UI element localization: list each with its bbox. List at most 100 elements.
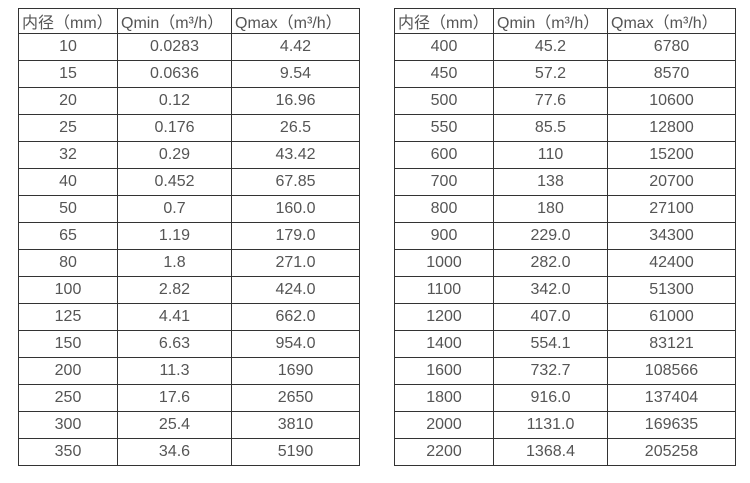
cell-diameter: 1200 xyxy=(394,303,494,331)
cell-qmax: 61000 xyxy=(607,303,736,331)
cell-diameter: 600 xyxy=(394,141,494,169)
cell-qmin: 11.3 xyxy=(117,357,232,385)
cell-qmax: 42400 xyxy=(607,249,736,277)
cell-qmin: 0.7 xyxy=(117,195,232,223)
cell-qmin: 138 xyxy=(493,168,608,196)
table-row: 40 0.452 67.85 xyxy=(18,168,360,196)
cell-qmax: 9.54 xyxy=(231,60,360,88)
cell-qmin: 0.12 xyxy=(117,87,232,115)
cell-diameter: 100 xyxy=(18,276,118,304)
flow-tables-container: 内径（mm） Qmin（m³/h） Qmax（m³/h） 10 0.0283 4.4… xyxy=(18,8,736,466)
cell-qmax: 6780 xyxy=(607,33,736,61)
table-row: 500 77.6 10600 xyxy=(394,87,736,115)
cell-qmax: 12800 xyxy=(607,114,736,142)
table-row: 50 0.7 160.0 xyxy=(18,195,360,223)
table-row: 300 25.4 3810 xyxy=(18,411,360,439)
cell-diameter: 25 xyxy=(18,114,118,142)
cell-qmax: 424.0 xyxy=(231,276,360,304)
cell-qmin: 916.0 xyxy=(493,384,608,412)
flow-table-small-diameters: 内径（mm） Qmin（m³/h） Qmax（m³/h） 10 0.0283 4.4… xyxy=(18,8,360,466)
cell-qmin: 554.1 xyxy=(493,330,608,358)
header-diameter: 内径（mm） xyxy=(394,8,494,34)
table-row: 1100 342.0 51300 xyxy=(394,276,736,304)
cell-diameter: 1100 xyxy=(394,276,494,304)
header-qmax: Qmax（m³/h） xyxy=(231,8,360,34)
table-row: 10 0.0283 4.42 xyxy=(18,33,360,61)
table-body: 400 45.2 6780 450 57.2 8570 500 77.6 10600 550 85.… xyxy=(394,33,736,466)
cell-diameter: 150 xyxy=(18,330,118,358)
tables-gap xyxy=(360,8,394,466)
header-qmin: Qmin（m³/h） xyxy=(117,8,232,34)
cell-qmin: 57.2 xyxy=(493,60,608,88)
cell-qmin: 282.0 xyxy=(493,249,608,277)
cell-qmin: 407.0 xyxy=(493,303,608,331)
cell-qmax: 1690 xyxy=(231,357,360,385)
cell-qmax: 5190 xyxy=(231,438,360,466)
cell-qmax: 169635 xyxy=(607,411,736,439)
table-row: 15 0.0636 9.54 xyxy=(18,60,360,88)
table-row: 150 6.63 954.0 xyxy=(18,330,360,358)
cell-diameter: 700 xyxy=(394,168,494,196)
cell-qmax: 662.0 xyxy=(231,303,360,331)
cell-diameter: 1800 xyxy=(394,384,494,412)
cell-qmin: 2.82 xyxy=(117,276,232,304)
table-row: 1600 732.7 108566 xyxy=(394,357,736,385)
cell-qmin: 34.6 xyxy=(117,438,232,466)
cell-qmin: 229.0 xyxy=(493,222,608,250)
cell-qmax: 34300 xyxy=(607,222,736,250)
cell-qmax: 20700 xyxy=(607,168,736,196)
cell-qmin: 0.0636 xyxy=(117,60,232,88)
cell-diameter: 50 xyxy=(18,195,118,223)
cell-qmin: 4.41 xyxy=(117,303,232,331)
cell-diameter: 40 xyxy=(18,168,118,196)
cell-diameter: 80 xyxy=(18,249,118,277)
cell-qmin: 1131.0 xyxy=(493,411,608,439)
cell-qmin: 0.0283 xyxy=(117,33,232,61)
cell-qmin: 77.6 xyxy=(493,87,608,115)
cell-qmax: 137404 xyxy=(607,384,736,412)
cell-qmin: 1.19 xyxy=(117,222,232,250)
cell-diameter: 10 xyxy=(18,33,118,61)
cell-diameter: 450 xyxy=(394,60,494,88)
cell-qmax: 108566 xyxy=(607,357,736,385)
cell-qmin: 180 xyxy=(493,195,608,223)
cell-qmax: 43.42 xyxy=(231,141,360,169)
cell-qmin: 45.2 xyxy=(493,33,608,61)
cell-qmax: 205258 xyxy=(607,438,736,466)
header-qmax: Qmax（m³/h） xyxy=(607,8,736,34)
table-row: 1400 554.1 83121 xyxy=(394,330,736,358)
table-row: 900 229.0 34300 xyxy=(394,222,736,250)
cell-qmax: 179.0 xyxy=(231,222,360,250)
cell-qmin: 17.6 xyxy=(117,384,232,412)
cell-diameter: 1400 xyxy=(394,330,494,358)
cell-diameter: 15 xyxy=(18,60,118,88)
table-row: 550 85.5 12800 xyxy=(394,114,736,142)
table-row: 32 0.29 43.42 xyxy=(18,141,360,169)
cell-diameter: 125 xyxy=(18,303,118,331)
table-body: 10 0.0283 4.42 15 0.0636 9.54 20 0.12 16.96 25 0.1… xyxy=(18,33,360,466)
cell-qmax: 67.85 xyxy=(231,168,360,196)
cell-diameter: 900 xyxy=(394,222,494,250)
cell-diameter: 32 xyxy=(18,141,118,169)
table-row: 125 4.41 662.0 xyxy=(18,303,360,331)
table-row: 80 1.8 271.0 xyxy=(18,249,360,277)
cell-qmax: 10600 xyxy=(607,87,736,115)
cell-qmin: 1.8 xyxy=(117,249,232,277)
header-diameter: 内径（mm） xyxy=(18,8,118,34)
flow-table-large-diameters: 内径（mm） Qmin（m³/h） Qmax（m³/h） 400 45.2 6780… xyxy=(394,8,736,466)
table-row: 250 17.6 2650 xyxy=(18,384,360,412)
table-row: 65 1.19 179.0 xyxy=(18,222,360,250)
table-row: 25 0.176 26.5 xyxy=(18,114,360,142)
table-row: 700 138 20700 xyxy=(394,168,736,196)
table-row: 20 0.12 16.96 xyxy=(18,87,360,115)
cell-diameter: 350 xyxy=(18,438,118,466)
cell-qmin: 85.5 xyxy=(493,114,608,142)
cell-diameter: 2000 xyxy=(394,411,494,439)
cell-qmax: 15200 xyxy=(607,141,736,169)
cell-qmin: 0.29 xyxy=(117,141,232,169)
cell-qmax: 83121 xyxy=(607,330,736,358)
cell-diameter: 250 xyxy=(18,384,118,412)
cell-diameter: 2200 xyxy=(394,438,494,466)
cell-qmax: 4.42 xyxy=(231,33,360,61)
table-row: 200 11.3 1690 xyxy=(18,357,360,385)
